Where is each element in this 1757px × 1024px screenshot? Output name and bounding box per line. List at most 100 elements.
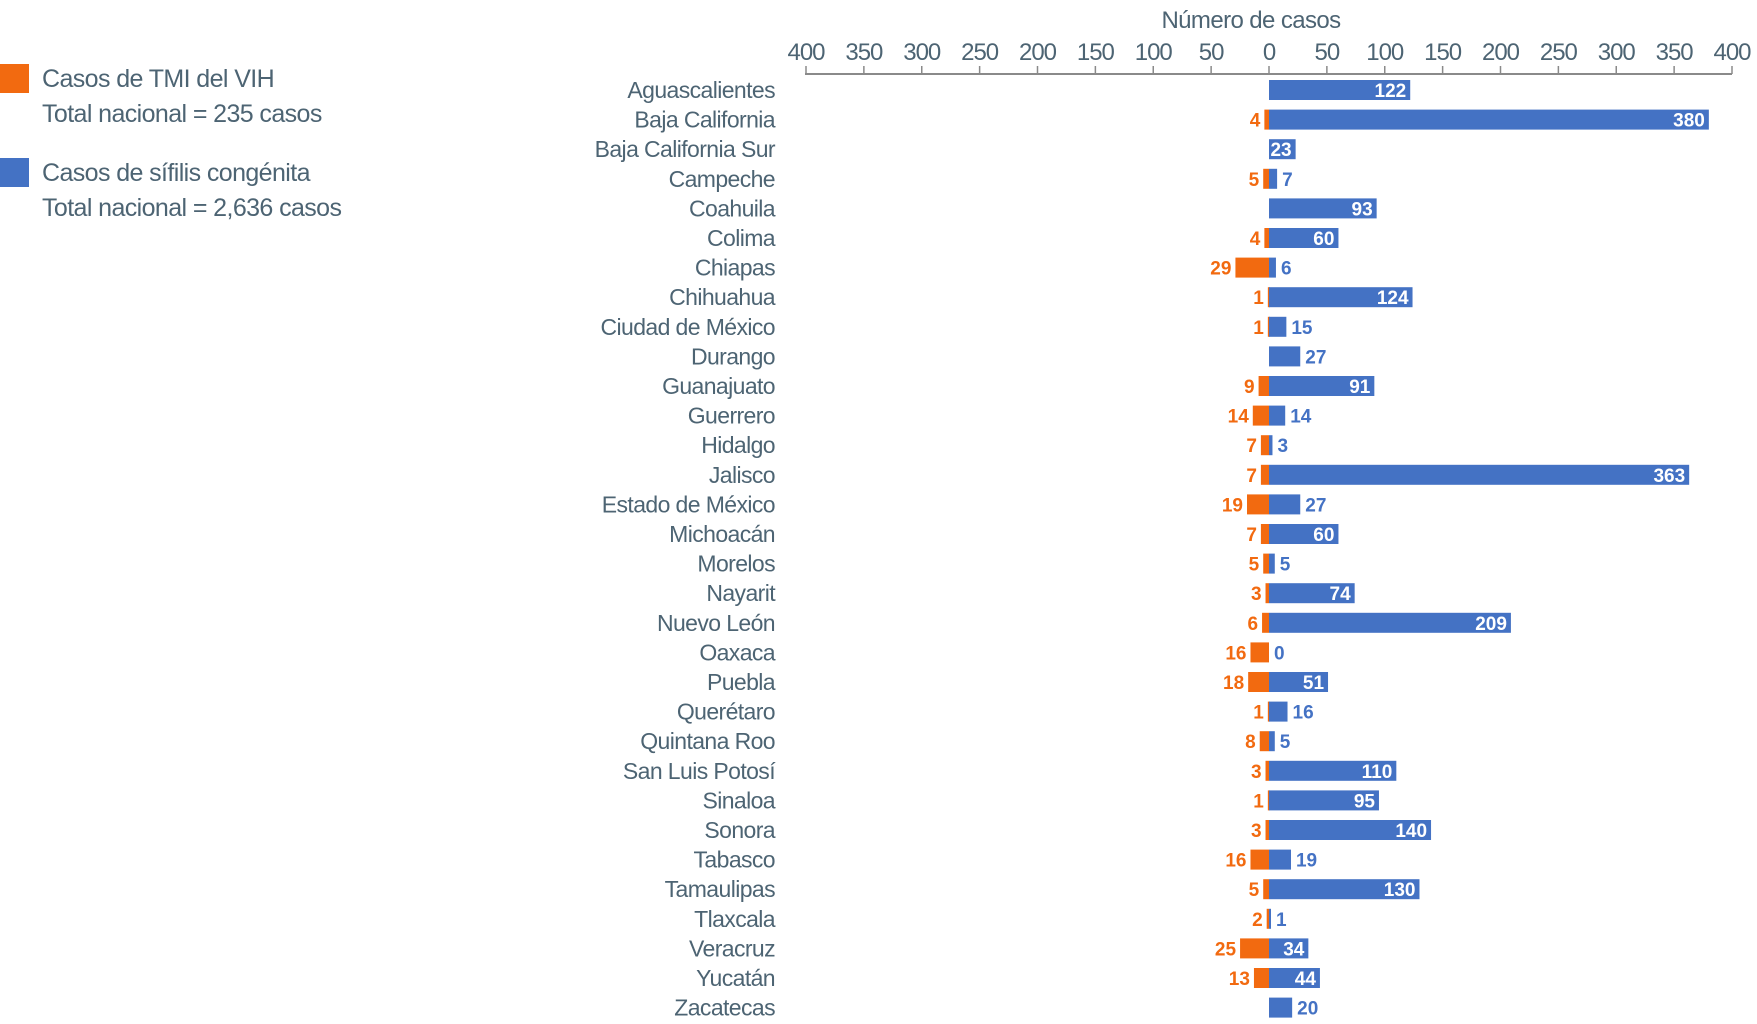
value-label-vih: 5 bbox=[1249, 170, 1260, 191]
value-label-vih: 7 bbox=[1246, 436, 1257, 457]
category-label: Michoacán bbox=[669, 521, 775, 547]
value-label-vih: 16 bbox=[1225, 851, 1246, 872]
value-label-vih: 7 bbox=[1246, 466, 1257, 487]
value-label-vih: 5 bbox=[1249, 555, 1260, 576]
bar-vih bbox=[1260, 464, 1269, 485]
bar-sifilis bbox=[1269, 790, 1379, 811]
category-label: Zacatecas bbox=[674, 995, 775, 1021]
category-label: Hidalgo bbox=[701, 432, 775, 458]
category-label: Ciudad de México bbox=[600, 314, 775, 340]
bar-sifilis bbox=[1269, 849, 1291, 870]
value-label-vih: 18 bbox=[1223, 673, 1244, 694]
bar-sifilis bbox=[1269, 139, 1296, 160]
value-label-vih: 6 bbox=[1247, 614, 1258, 635]
category-label: Tabasco bbox=[694, 847, 775, 873]
category-label: Tamaulipas bbox=[665, 876, 775, 902]
category-label: Jalisco bbox=[709, 462, 775, 488]
value-label-sifilis: 95 bbox=[1354, 791, 1376, 812]
value-label-vih: 19 bbox=[1222, 495, 1243, 516]
x-tick-label: 300 bbox=[1598, 39, 1636, 66]
x-tick-label: 0 bbox=[1263, 39, 1276, 66]
value-label-sifilis: 5 bbox=[1280, 555, 1291, 576]
bar-vih bbox=[1235, 257, 1269, 278]
bar-sifilis bbox=[1269, 80, 1411, 100]
bar-sifilis bbox=[1269, 435, 1273, 456]
value-label-vih: 1 bbox=[1253, 288, 1264, 309]
value-label-vih: 3 bbox=[1251, 821, 1262, 842]
bar-vih bbox=[1264, 228, 1269, 248]
value-label-sifilis: 91 bbox=[1349, 377, 1371, 398]
bar-sifilis bbox=[1269, 701, 1288, 722]
value-label-sifilis: 1 bbox=[1276, 910, 1287, 931]
x-tick-label: 300 bbox=[903, 39, 941, 66]
bar-vih bbox=[1263, 168, 1269, 189]
x-tick-label: 400 bbox=[787, 39, 825, 66]
bar-sifilis bbox=[1269, 583, 1355, 604]
category-label: Sinaloa bbox=[702, 787, 775, 813]
legend-total-vih: Total nacional = 235 casos bbox=[42, 100, 322, 128]
bar-sifilis bbox=[1269, 997, 1293, 1018]
x-tick-label: 350 bbox=[1656, 39, 1694, 66]
value-label-sifilis: 27 bbox=[1305, 495, 1326, 516]
bar-sifilis bbox=[1269, 820, 1432, 840]
legend-label-sifilis: Casos de sífilis congénita bbox=[42, 159, 310, 187]
x-tick-label: 100 bbox=[1366, 39, 1404, 66]
bar-sifilis bbox=[1269, 346, 1301, 367]
category-label: Estado de México bbox=[602, 491, 775, 517]
bar-sifilis bbox=[1269, 968, 1320, 988]
category-label: Nayarit bbox=[706, 580, 776, 606]
value-label-sifilis: 15 bbox=[1291, 318, 1313, 339]
x-tick-label: 50 bbox=[1315, 39, 1340, 66]
bar-vih bbox=[1253, 968, 1269, 988]
bar-vih bbox=[1258, 376, 1269, 396]
bar-sifilis bbox=[1269, 109, 1709, 130]
value-label-sifilis: 44 bbox=[1295, 969, 1317, 990]
bar-sifilis bbox=[1269, 879, 1420, 900]
value-label-sifilis: 380 bbox=[1673, 111, 1705, 132]
value-label-sifilis: 5 bbox=[1280, 732, 1291, 753]
bar-vih bbox=[1248, 672, 1269, 692]
bar-vih bbox=[1267, 701, 1270, 722]
value-label-sifilis: 27 bbox=[1305, 347, 1326, 368]
value-label-vih: 29 bbox=[1210, 259, 1231, 280]
value-label-vih: 3 bbox=[1251, 762, 1262, 783]
bar-vih bbox=[1247, 494, 1269, 515]
category-label: Oaxaca bbox=[699, 639, 775, 665]
category-label: Colima bbox=[707, 225, 776, 251]
bar-vih bbox=[1252, 405, 1269, 426]
value-label-sifilis: 209 bbox=[1475, 614, 1507, 635]
bar-vih bbox=[1265, 820, 1269, 840]
value-label-vih: 25 bbox=[1215, 939, 1237, 960]
bar-vih bbox=[1267, 790, 1270, 811]
x-tick-label: 100 bbox=[1135, 39, 1173, 66]
value-label-sifilis: 110 bbox=[1362, 762, 1393, 783]
x-tick-label: 250 bbox=[961, 39, 999, 66]
value-label-sifilis: 16 bbox=[1293, 703, 1314, 724]
bar-sifilis bbox=[1269, 198, 1377, 219]
category-label: Quintana Roo bbox=[640, 728, 775, 754]
bar-vih bbox=[1262, 612, 1269, 633]
bar-vih bbox=[1250, 642, 1269, 663]
x-tick-label: 50 bbox=[1199, 39, 1224, 66]
value-label-vih: 3 bbox=[1251, 584, 1262, 605]
category-label: Baja California bbox=[634, 107, 775, 133]
x-tick-label: 200 bbox=[1482, 39, 1520, 66]
bar-sifilis bbox=[1269, 760, 1397, 781]
bar-sifilis bbox=[1269, 405, 1286, 426]
value-label-sifilis: 6 bbox=[1281, 259, 1292, 280]
bar-sifilis bbox=[1269, 908, 1271, 929]
bar-sifilis bbox=[1269, 228, 1339, 248]
bar-vih bbox=[1263, 879, 1269, 900]
bar-vih bbox=[1265, 583, 1269, 604]
value-label-sifilis: 19 bbox=[1296, 851, 1317, 872]
x-tick-label: 150 bbox=[1077, 39, 1115, 66]
value-label-vih: 8 bbox=[1245, 732, 1256, 753]
category-label: Querétaro bbox=[677, 699, 775, 725]
value-label-sifilis: 140 bbox=[1395, 821, 1427, 842]
bar-sifilis bbox=[1269, 287, 1413, 308]
value-label-vih: 1 bbox=[1253, 318, 1264, 339]
category-label: Campeche bbox=[669, 166, 775, 192]
value-label-vih: 9 bbox=[1244, 377, 1255, 398]
x-tick-label: 400 bbox=[1713, 39, 1751, 66]
